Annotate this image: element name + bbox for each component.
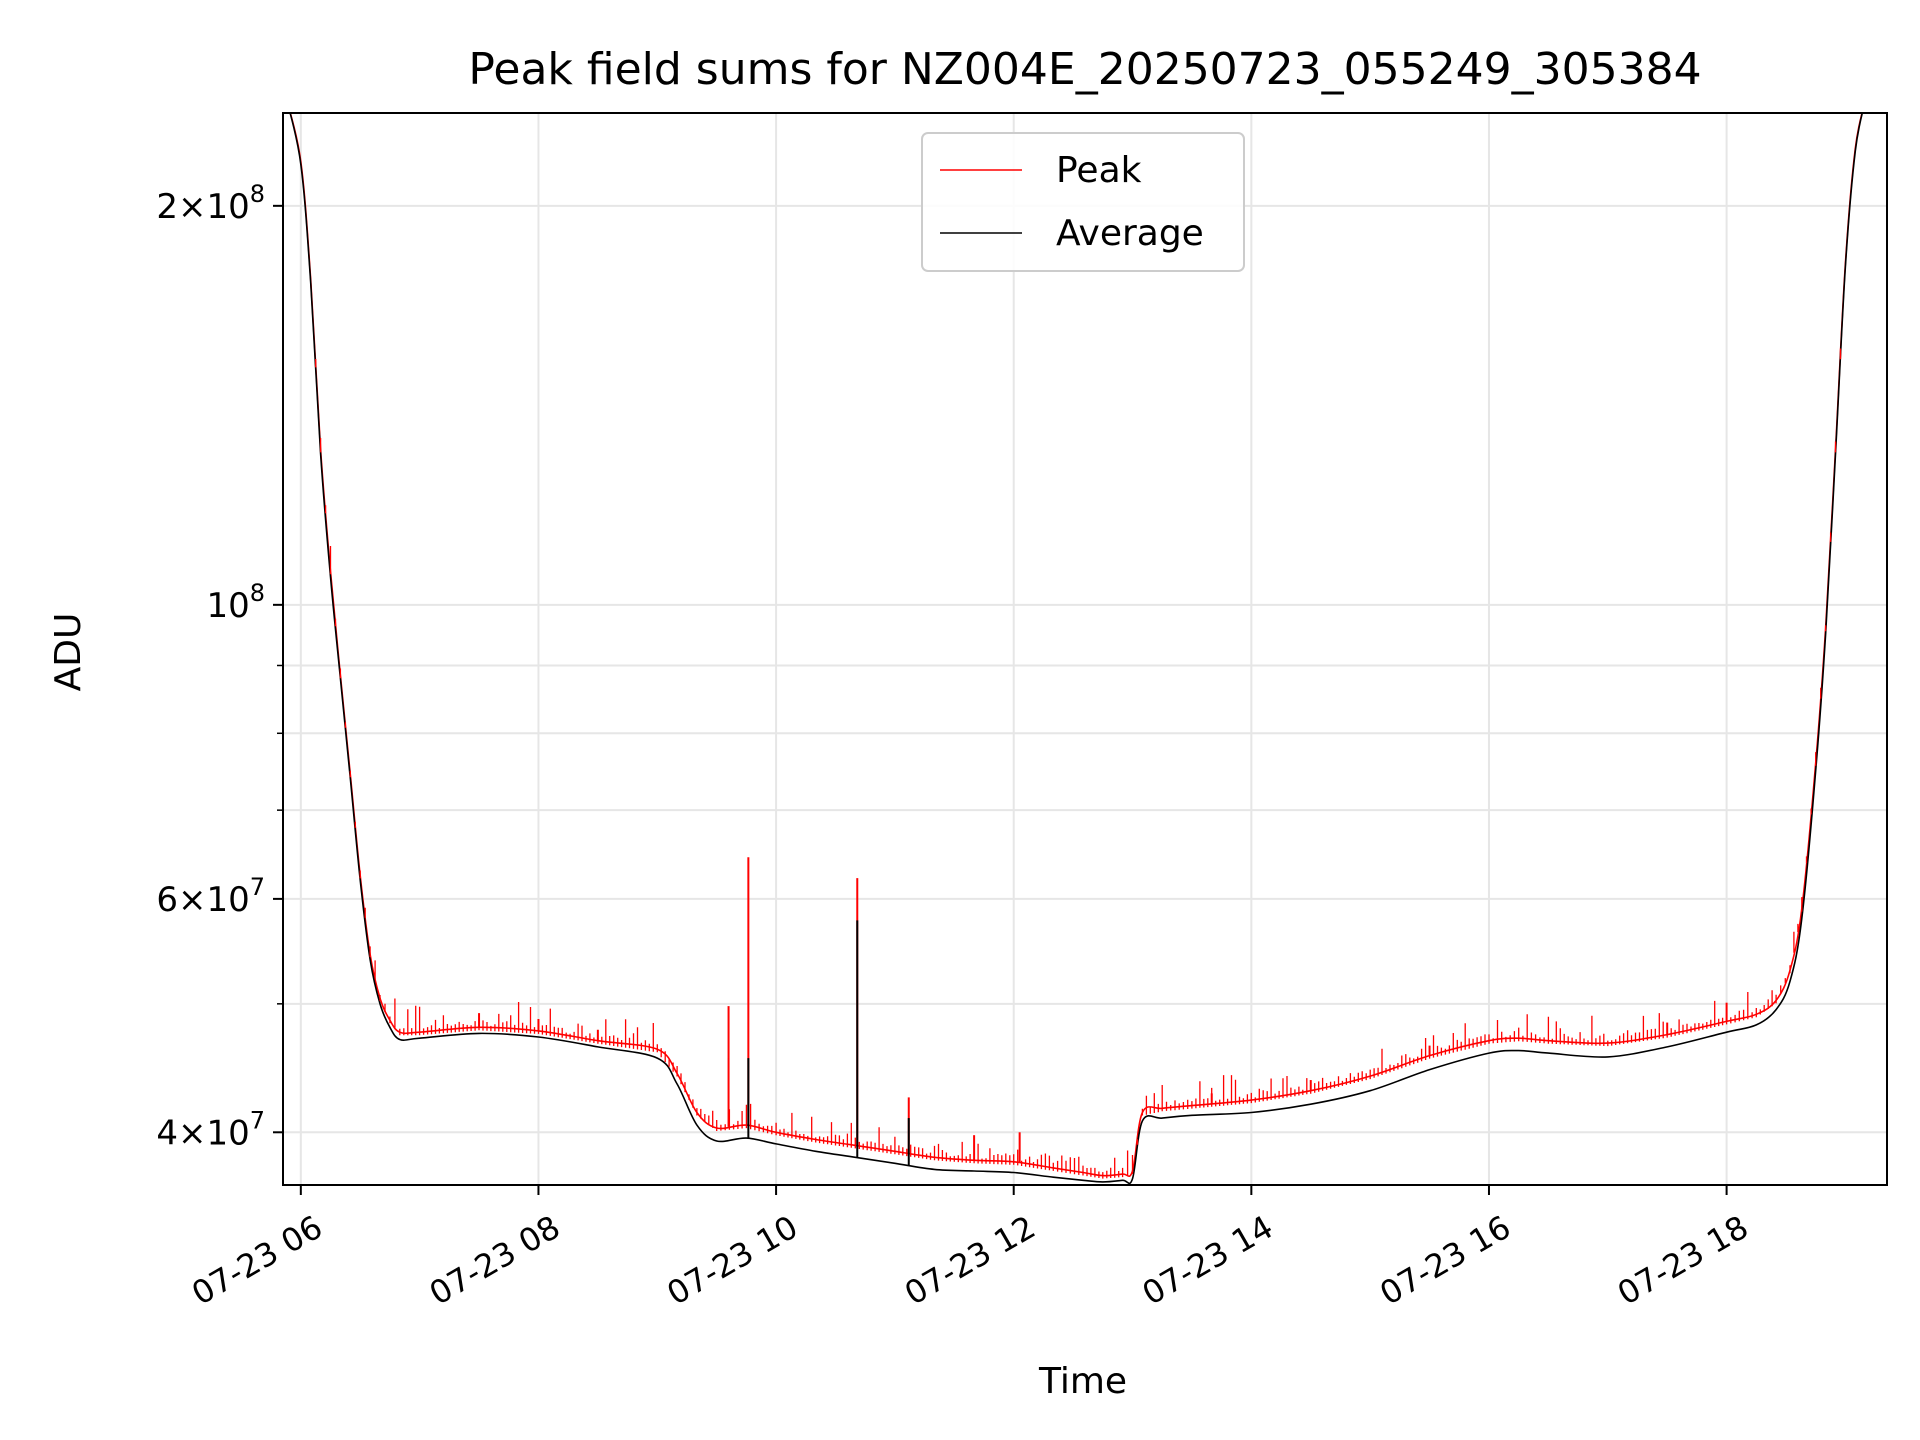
- series-layer: [289, 113, 1864, 1185]
- legend: Peak Average: [921, 132, 1245, 272]
- legend-label-peak: Peak: [1056, 150, 1142, 191]
- plot-area: [289, 113, 1864, 1185]
- series-line-average: [289, 113, 1864, 1185]
- y-tick-label: 2×108: [156, 180, 265, 227]
- x-axis-label: Time: [1038, 1361, 1127, 1402]
- y-axis-label: ADU: [48, 613, 89, 692]
- chart-title: Peak field sums for NZ004E_20250723_0552…: [468, 44, 1701, 95]
- y-tick-label: 108: [206, 579, 265, 626]
- y-tick-label: 6×107: [156, 873, 265, 920]
- legend-label-average: Average: [1056, 213, 1204, 254]
- axes-frame: [282, 112, 1888, 1186]
- y-axis: 4×107 6×107 108 2×108: [156, 180, 283, 1153]
- y-tick-label: 4×107: [156, 1106, 265, 1153]
- legend-box: [921, 132, 1245, 272]
